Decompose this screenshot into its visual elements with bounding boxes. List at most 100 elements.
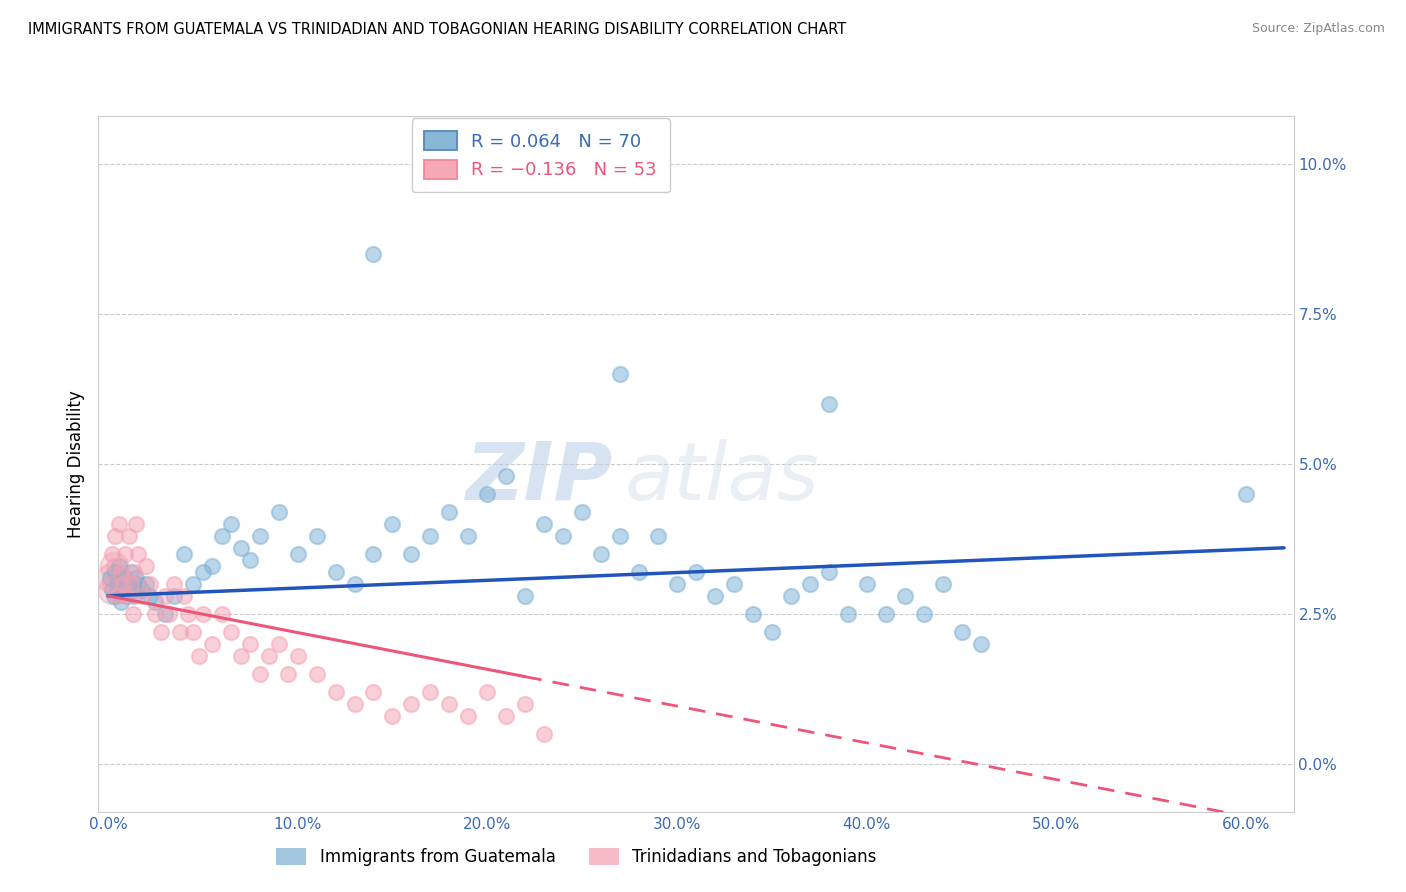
Point <box>110 595 132 609</box>
Point <box>125 571 148 585</box>
Point <box>219 516 242 531</box>
Point <box>108 516 131 531</box>
Point <box>112 582 135 597</box>
Point <box>201 637 224 651</box>
Point <box>249 666 271 681</box>
Point <box>100 582 122 597</box>
Text: IMMIGRANTS FROM GUATEMALA VS TRINIDADIAN AND TOBAGONIAN HEARING DISABILITY CORRE: IMMIGRANTS FROM GUATEMALA VS TRINIDADIAN… <box>28 22 846 37</box>
Point <box>495 468 517 483</box>
Point <box>419 685 441 699</box>
Point <box>100 582 122 597</box>
Point <box>779 589 801 603</box>
Point <box>163 576 186 591</box>
Point <box>127 576 149 591</box>
Point <box>229 648 252 663</box>
Point <box>343 697 366 711</box>
Point <box>173 589 195 603</box>
Point <box>98 571 121 585</box>
Point <box>553 529 575 543</box>
Point <box>124 589 146 603</box>
Point <box>105 589 128 603</box>
Point <box>176 607 198 621</box>
Point <box>439 697 461 711</box>
Point <box>135 576 157 591</box>
Point <box>628 565 651 579</box>
Text: atlas: atlas <box>624 439 820 516</box>
Point <box>173 547 195 561</box>
Point <box>685 565 707 579</box>
Point <box>703 589 725 603</box>
Point <box>609 367 631 381</box>
Point <box>104 565 127 579</box>
Point <box>103 558 125 573</box>
Point <box>105 576 128 591</box>
Point <box>115 589 138 603</box>
Point <box>249 529 271 543</box>
Point <box>837 607 859 621</box>
Point <box>219 624 242 639</box>
Point <box>515 697 537 711</box>
Point <box>741 607 763 621</box>
Point <box>343 576 366 591</box>
Point <box>571 505 593 519</box>
Point <box>98 576 121 591</box>
Point <box>153 589 176 603</box>
Point <box>100 547 122 561</box>
Point <box>118 576 141 591</box>
Point <box>108 558 131 573</box>
Point <box>121 582 143 597</box>
Point <box>609 529 631 543</box>
Text: Source: ZipAtlas.com: Source: ZipAtlas.com <box>1251 22 1385 36</box>
Point <box>103 589 125 603</box>
Y-axis label: Hearing Disability: Hearing Disability <box>66 390 84 538</box>
Point <box>817 565 839 579</box>
Point <box>135 558 157 573</box>
Point <box>477 685 499 699</box>
Point <box>98 571 121 585</box>
Point <box>110 565 132 579</box>
Point <box>121 607 143 621</box>
Point <box>666 576 689 591</box>
Point <box>477 487 499 501</box>
Point <box>239 637 262 651</box>
Point <box>124 565 146 579</box>
Point <box>115 589 138 603</box>
Point <box>181 576 204 591</box>
Point <box>515 589 537 603</box>
Point <box>267 505 290 519</box>
Point <box>401 547 423 561</box>
Point <box>211 607 233 621</box>
Point <box>912 607 935 621</box>
Point <box>138 589 160 603</box>
Point <box>439 505 461 519</box>
Point <box>188 648 211 663</box>
Point <box>363 547 385 561</box>
Point <box>229 541 252 555</box>
Point <box>305 529 328 543</box>
Point <box>495 708 517 723</box>
Point <box>591 547 613 561</box>
Point <box>363 247 385 261</box>
Point <box>103 558 125 573</box>
Point <box>931 576 953 591</box>
Point <box>969 637 991 651</box>
Point <box>112 576 135 591</box>
Point <box>419 529 441 543</box>
Point <box>138 576 160 591</box>
Point <box>104 529 127 543</box>
Point <box>143 607 166 621</box>
Point <box>533 516 555 531</box>
Point <box>817 397 839 411</box>
Point <box>325 685 347 699</box>
Point <box>647 529 669 543</box>
Point <box>143 595 166 609</box>
Point <box>363 685 385 699</box>
Point <box>761 624 783 639</box>
Point <box>305 666 328 681</box>
Point <box>257 648 280 663</box>
Point <box>114 547 136 561</box>
Point <box>277 666 299 681</box>
Point <box>127 547 149 561</box>
Text: ZIP: ZIP <box>465 439 612 516</box>
Point <box>381 516 404 531</box>
